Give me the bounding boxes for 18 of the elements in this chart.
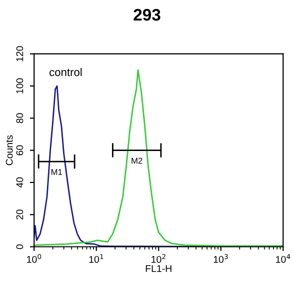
y-tick-label: 100 [16, 78, 24, 94]
annotation: control [50, 68, 82, 76]
annotation: M1 [51, 169, 62, 175]
y-tick-label: 60 [16, 145, 24, 156]
x-tick-label: 10$^{4}$ [276, 254, 290, 263]
y-tick-label: 20 [16, 210, 24, 220]
x-tick-label: 10$^{2}$ [152, 254, 166, 263]
x-tick-label: 10$^{1}$ [89, 254, 104, 263]
y-tick-label: 0 [16, 244, 24, 250]
x-tick-label: 10$^{3}$ [214, 254, 228, 263]
y-tick-label: 80 [16, 113, 24, 124]
x-axis-title: FL1-H [146, 265, 172, 272]
chart-title: 293 [134, 8, 160, 21]
y-tick-label: 40 [16, 177, 24, 188]
y-axis-title: Counts [6, 135, 13, 166]
y-tick-label: 120 [16, 46, 24, 62]
annotation: M2 [132, 158, 142, 164]
x-tick-label: 10$^{0}$ [27, 254, 42, 263]
